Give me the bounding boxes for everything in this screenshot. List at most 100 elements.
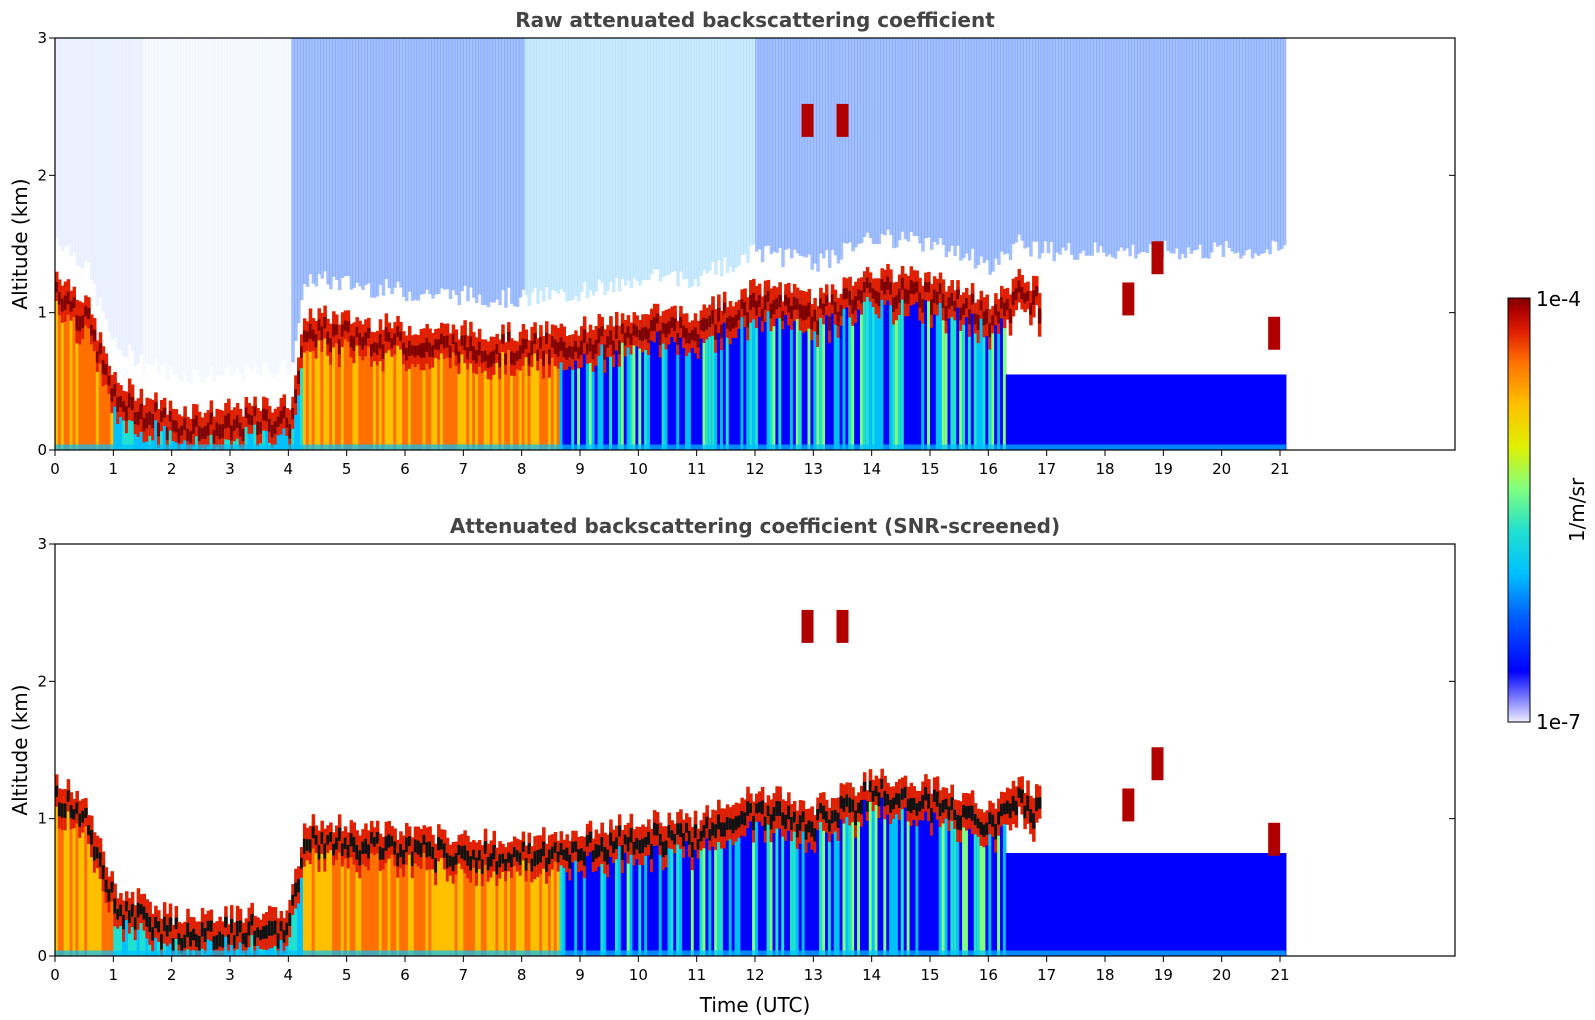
noise-column xyxy=(1236,38,1240,253)
streak-cell xyxy=(900,266,905,450)
layer-core-cell xyxy=(988,812,992,825)
boundary-layer-cell xyxy=(568,341,572,450)
noise-column xyxy=(533,38,537,288)
layer-core-cell xyxy=(160,933,164,950)
boundary-layer-cell xyxy=(524,336,529,450)
layer-core-cell xyxy=(857,802,861,813)
boundary-layer-cell xyxy=(358,327,362,450)
boundary-layer-cell xyxy=(323,312,327,450)
x-tick-label: 7 xyxy=(459,966,469,984)
layer-core-cell xyxy=(317,844,322,860)
boundary-layer-cell xyxy=(422,832,427,956)
layer-core-cell xyxy=(1026,291,1030,301)
heatmap-screened xyxy=(55,609,1287,956)
heatmap-raw xyxy=(55,38,1287,450)
layer-core-cell xyxy=(862,781,867,792)
layer-core-cell xyxy=(396,853,400,867)
noise-column xyxy=(1259,38,1264,255)
layer-core-cell xyxy=(650,319,654,332)
layer-core-cell xyxy=(90,830,94,845)
layer-core-cell xyxy=(332,843,336,856)
layer-core-cell xyxy=(302,330,307,343)
streak-cell xyxy=(953,799,957,956)
layer-core-cell xyxy=(343,320,348,331)
layer-core-cell xyxy=(921,795,925,809)
streak-cell xyxy=(615,825,619,956)
noise-column xyxy=(792,38,797,250)
layer-core-cell xyxy=(912,797,917,810)
boundary-layer-cell xyxy=(378,326,383,450)
noise-column xyxy=(909,38,914,232)
layer-core-cell xyxy=(512,352,517,366)
noise-column xyxy=(860,38,864,243)
noise-column xyxy=(921,38,925,252)
noise-column xyxy=(900,38,905,232)
boundary-layer-cell xyxy=(1055,374,1059,450)
streak-cell xyxy=(769,288,774,450)
layer-core-cell xyxy=(883,791,887,807)
noise-column xyxy=(755,38,759,252)
noise-column xyxy=(536,38,540,304)
noise-column xyxy=(722,38,727,258)
noise-column xyxy=(1014,38,1019,243)
noise-column xyxy=(950,38,954,246)
boundary-layer-cell xyxy=(343,317,348,450)
noise-column xyxy=(460,38,464,292)
boundary-layer-cell xyxy=(667,819,672,956)
boundary-layer-cell xyxy=(612,333,616,450)
boundary-layer-cell xyxy=(562,333,567,450)
noise-column xyxy=(200,38,205,384)
noise-column xyxy=(1002,38,1007,255)
boundary-layer-cell xyxy=(536,345,540,450)
boundary-layer-cell xyxy=(101,858,106,956)
boundary-layer-cell xyxy=(1049,853,1054,956)
boundary-layer-cell xyxy=(644,833,648,956)
boundary-layer-cell xyxy=(597,320,602,450)
layer-core-cell xyxy=(162,407,167,418)
boundary-layer-cell xyxy=(1078,853,1083,956)
layer-core-cell xyxy=(553,339,558,354)
layer-core-cell xyxy=(714,824,718,839)
layer-core-cell xyxy=(562,341,567,358)
layer-core-cell xyxy=(308,839,313,853)
boundary-layer-cell xyxy=(813,821,817,956)
layer-core-cell xyxy=(431,345,435,358)
streak-cell xyxy=(638,826,642,956)
noise-column xyxy=(807,38,812,255)
noise-column xyxy=(1221,38,1226,257)
noise-column xyxy=(402,38,406,297)
noise-column xyxy=(180,38,184,382)
boundary-layer-cell xyxy=(1262,853,1267,956)
noise-column xyxy=(343,38,348,277)
layer-core-cell xyxy=(912,282,917,295)
layer-core-cell xyxy=(92,329,97,342)
boundary-layer-cell xyxy=(1218,374,1223,450)
boundary-layer-cell xyxy=(787,289,791,450)
noise-column xyxy=(469,38,473,288)
boundary-layer-cell xyxy=(501,331,505,450)
boundary-layer-cell xyxy=(542,342,546,450)
streak-cell xyxy=(976,808,981,956)
x-tick-label: 2 xyxy=(167,966,177,984)
noise-column xyxy=(1070,38,1074,255)
layer-core-cell xyxy=(717,307,721,322)
layer-core-cell xyxy=(437,837,441,851)
layer-core-cell xyxy=(550,336,555,348)
boundary-layer-cell xyxy=(682,826,686,956)
noise-column xyxy=(580,38,584,292)
cloud-patch xyxy=(1122,282,1135,316)
layer-core-cell xyxy=(676,332,680,345)
noise-column xyxy=(629,38,634,289)
boundary-layer-cell xyxy=(370,827,374,956)
boundary-layer-cell xyxy=(594,332,599,450)
boundary-layer-cell xyxy=(302,830,307,956)
layer-core-cell xyxy=(647,831,651,845)
boundary-layer-cell xyxy=(95,347,100,450)
layer-core-cell xyxy=(399,844,403,858)
boundary-layer-cell xyxy=(1014,374,1019,450)
noise-column xyxy=(1224,38,1229,241)
layer-core-cell xyxy=(337,827,342,842)
boundary-layer-cell xyxy=(556,847,561,956)
noise-column xyxy=(1233,38,1237,254)
layer-core-cell xyxy=(687,831,692,845)
